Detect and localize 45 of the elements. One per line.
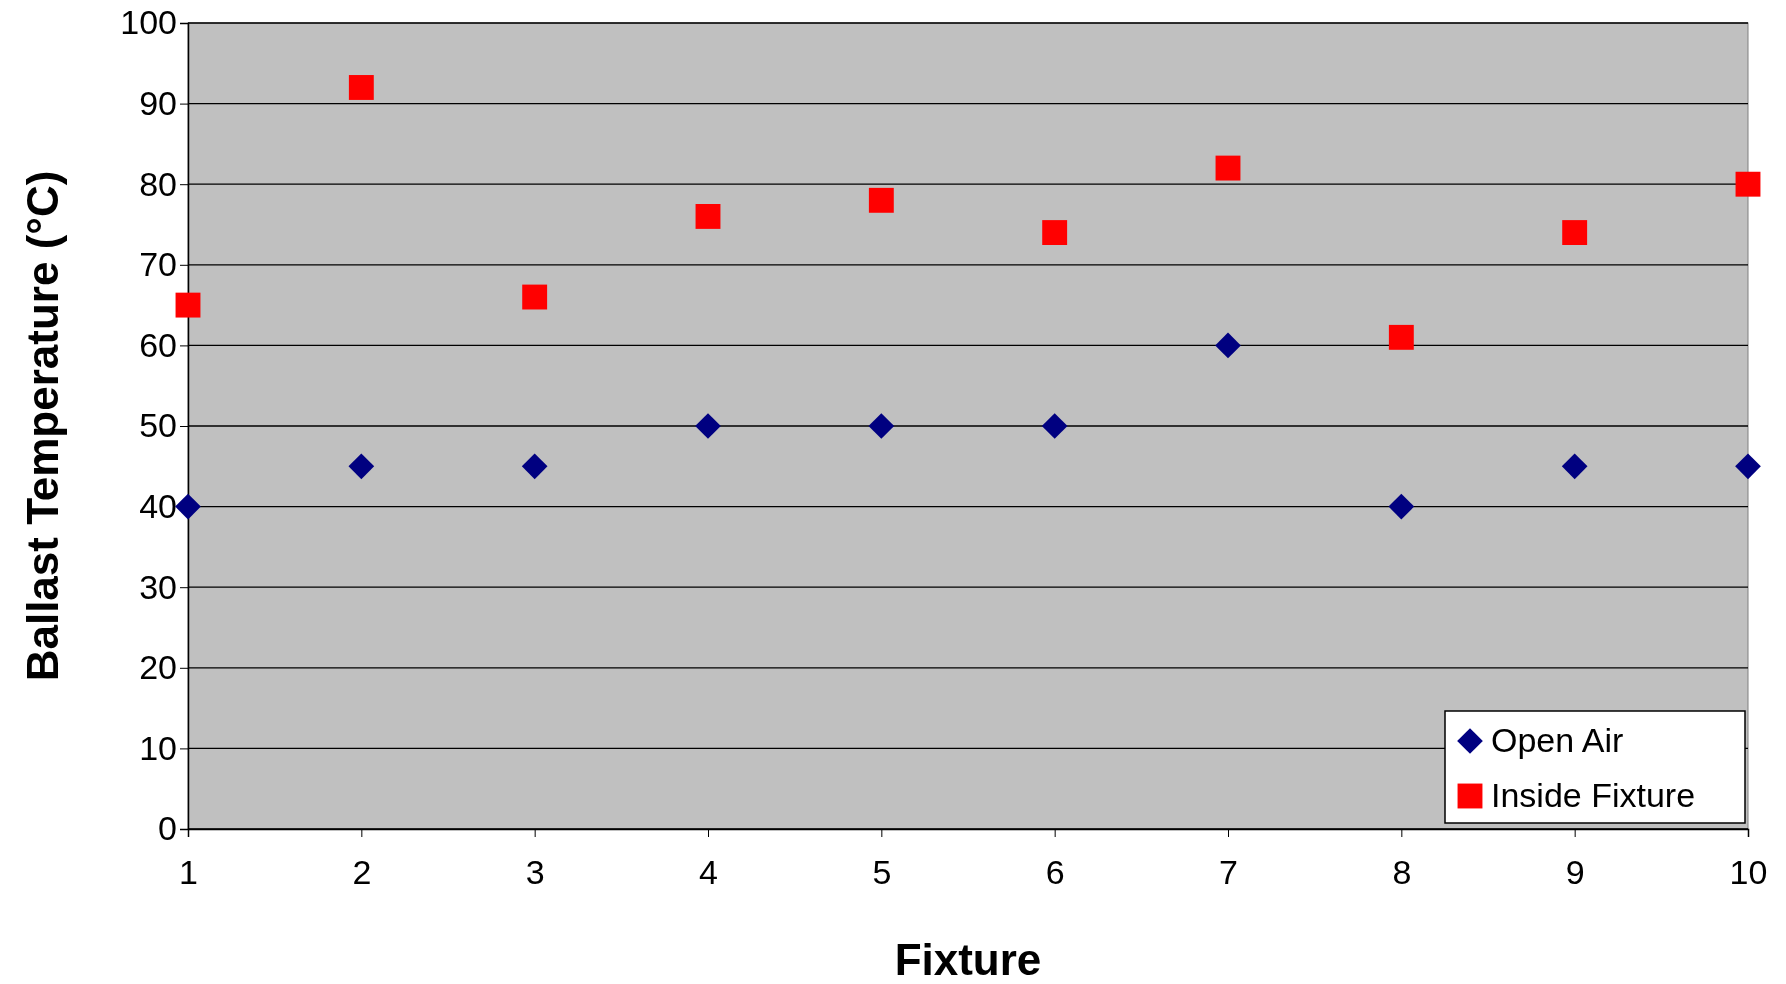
y-tick-label: 90 <box>139 83 177 122</box>
point <box>1215 155 1241 181</box>
point <box>1735 171 1761 197</box>
y-tick-label: 50 <box>139 406 177 445</box>
point <box>1561 453 1588 480</box>
point <box>175 292 201 318</box>
x-tick-label: 8 <box>1392 853 1412 892</box>
y-axis-title: Ballast Temperature (°C) <box>18 170 67 682</box>
x-axis-title: Fixture <box>894 935 1042 984</box>
point <box>348 75 374 100</box>
x-tick-label: 4 <box>699 853 718 892</box>
x-tick-label: 6 <box>1045 853 1065 892</box>
point <box>868 413 895 439</box>
x-tick-label: 9 <box>1565 853 1585 892</box>
point <box>348 453 375 480</box>
point <box>522 284 548 310</box>
x-tick-label: 5 <box>872 853 892 892</box>
point <box>695 413 721 439</box>
point <box>521 453 548 480</box>
y-tick-label: 10 <box>139 728 177 767</box>
legend-label: Inside Fixture <box>1491 776 1696 814</box>
point <box>1042 220 1068 246</box>
x-tick-label: 1 <box>179 853 198 892</box>
point <box>1735 453 1761 480</box>
y-tick-label: 0 <box>158 809 177 848</box>
point <box>1388 493 1415 520</box>
point <box>1215 332 1241 359</box>
point <box>175 493 201 520</box>
x-tick-label: 7 <box>1219 853 1238 892</box>
y-tick-label: 20 <box>139 648 177 687</box>
y-tick-label: 70 <box>139 245 177 284</box>
y-tick-label: 80 <box>139 164 177 203</box>
legend-label: Open Air <box>1491 721 1624 759</box>
y-tick-label: 30 <box>139 567 177 606</box>
y-tick-label: 60 <box>139 325 177 364</box>
x-tick-label: 10 <box>1729 853 1768 892</box>
point <box>695 203 721 229</box>
y-tick-label: 40 <box>139 486 177 525</box>
point <box>868 187 894 213</box>
point <box>1388 324 1414 350</box>
point <box>1041 413 1068 439</box>
x-tick-label: 2 <box>352 853 372 892</box>
point <box>1562 220 1588 246</box>
y-tick-label: 100 <box>120 3 177 42</box>
x-tick-label: 3 <box>525 853 545 892</box>
